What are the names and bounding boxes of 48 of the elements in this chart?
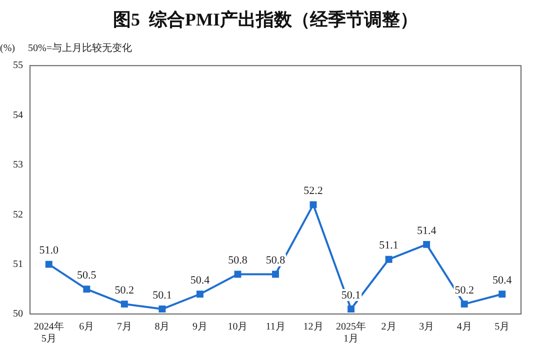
data-label: 50.8 [266, 254, 286, 267]
x-tick-label: 2024年 5月 [34, 320, 64, 345]
text: 50%=与上月比较无变化 [28, 42, 132, 54]
point [234, 270, 242, 278]
data-label: 50.4 [492, 274, 512, 287]
data-label: 51.4 [416, 224, 437, 237]
x-tick-label: 12月 [303, 322, 324, 333]
x-tick-label: 11月 [266, 322, 286, 333]
data-label: 50.8 [228, 254, 248, 267]
data-label: 50.1 [152, 289, 172, 302]
x-tick-label: 9月 [192, 322, 208, 333]
x-tick-label: 10月 [228, 322, 248, 333]
x-tick-label: 6月 [79, 322, 94, 333]
y-tick-label: 53 [13, 160, 23, 171]
point [83, 286, 90, 293]
point [158, 306, 166, 313]
x-tick-label: 5月 [494, 322, 510, 333]
data-label: 50.5 [77, 270, 97, 282]
x-tick-label: 7月 [116, 322, 132, 333]
point [460, 300, 468, 308]
x-tick-label: 4月 [456, 322, 472, 333]
chart-title: 图5 综合PMI产出指数（经季节调整） [113, 9, 418, 30]
y-tick-label: 52 [13, 209, 23, 220]
data-label: 50.2 [454, 284, 474, 296]
point [45, 260, 52, 268]
x-tick-label: 2025年 1月 [336, 320, 366, 345]
point [196, 290, 204, 298]
point [272, 270, 279, 278]
data-label: 51.1 [379, 240, 398, 252]
point [423, 240, 430, 248]
y-axis-title: (%) [0, 43, 15, 54]
x-tick-label: 8月 [154, 322, 170, 333]
y-tick-label: 54 [13, 110, 23, 121]
point [310, 201, 317, 208]
point [348, 306, 355, 313]
x-tick-label: 2月 [381, 322, 396, 333]
x-tick-label: 3月 [419, 322, 434, 333]
y-tick-label: 55 [13, 60, 23, 72]
y-tick-label: 51 [13, 258, 23, 270]
y-tick-label: 50 [13, 308, 23, 320]
data-label: 50.1 [341, 289, 361, 302]
point [385, 256, 392, 263]
point [498, 290, 506, 298]
data-label: 50.4 [190, 274, 210, 287]
data-label: 51.0 [39, 244, 60, 257]
point [120, 300, 128, 308]
data-label: 52.2 [304, 185, 323, 198]
data-label: 50.2 [114, 284, 134, 296]
